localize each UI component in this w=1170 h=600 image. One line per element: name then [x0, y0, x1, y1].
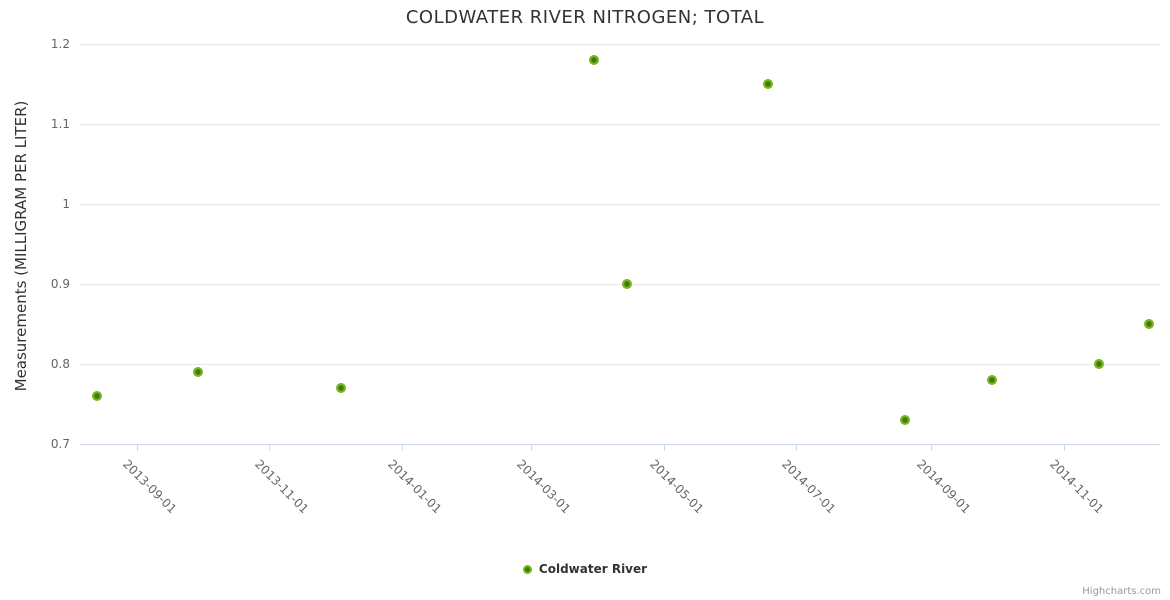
x-tick-label: 2014-05-01	[646, 457, 706, 517]
legend-label: Coldwater River	[538, 562, 648, 576]
x-axis-tick	[402, 445, 404, 451]
series-marker-icon	[522, 564, 532, 574]
data-point[interactable]	[192, 367, 203, 377]
x-tick-label: 2014-01-01	[385, 457, 445, 517]
x-axis-tick	[663, 445, 665, 451]
x-axis-tick	[931, 445, 933, 451]
x-axis-tick	[269, 445, 271, 451]
gridline	[80, 364, 1160, 365]
legend-item-coldwater-river[interactable]: Coldwater River	[522, 562, 648, 576]
x-axis-tick	[796, 445, 798, 451]
highcharts-credit-link[interactable]: Highcharts.com	[1082, 586, 1161, 597]
x-axis-tick	[136, 445, 138, 451]
data-point[interactable]	[987, 375, 998, 385]
x-tick-label: 2014-09-01	[914, 457, 974, 517]
x-axis-line	[80, 444, 1160, 445]
y-axis-title: Measurements (MILLIGRAM PER LITER)	[12, 100, 30, 392]
data-point[interactable]	[763, 79, 774, 89]
data-point[interactable]	[900, 415, 911, 425]
gridline	[80, 204, 1160, 205]
y-tick-label: 1	[62, 197, 70, 211]
y-tick-label: 0.7	[50, 437, 70, 451]
x-tick-label: 2014-03-01	[513, 457, 574, 517]
data-point[interactable]	[1144, 319, 1155, 329]
y-tick-label: 0.9	[50, 277, 70, 291]
data-point[interactable]	[336, 383, 347, 393]
data-point[interactable]	[1094, 359, 1105, 369]
gridline	[80, 284, 1160, 285]
y-tick-label: 1.2	[50, 37, 70, 51]
data-point[interactable]	[588, 55, 599, 65]
data-point[interactable]	[621, 279, 632, 289]
data-point[interactable]	[92, 391, 103, 401]
x-tick-label: 2014-07-01	[779, 457, 839, 517]
chart-title: COLDWATER RIVER NITROGEN; TOTAL	[405, 7, 765, 28]
legend: Coldwater River	[0, 562, 1170, 576]
x-tick-label: 2013-09-01	[119, 457, 179, 517]
x-axis-tick	[530, 445, 532, 451]
gridline	[80, 124, 1160, 125]
x-axis-tick	[1064, 445, 1066, 451]
x-tick-label: 2013-11-01	[252, 457, 312, 517]
gridline	[80, 44, 1160, 45]
y-tick-label: 1.1	[50, 117, 70, 131]
x-tick-label: 2014-11-01	[1047, 457, 1107, 517]
y-tick-label: 0.8	[50, 357, 70, 371]
